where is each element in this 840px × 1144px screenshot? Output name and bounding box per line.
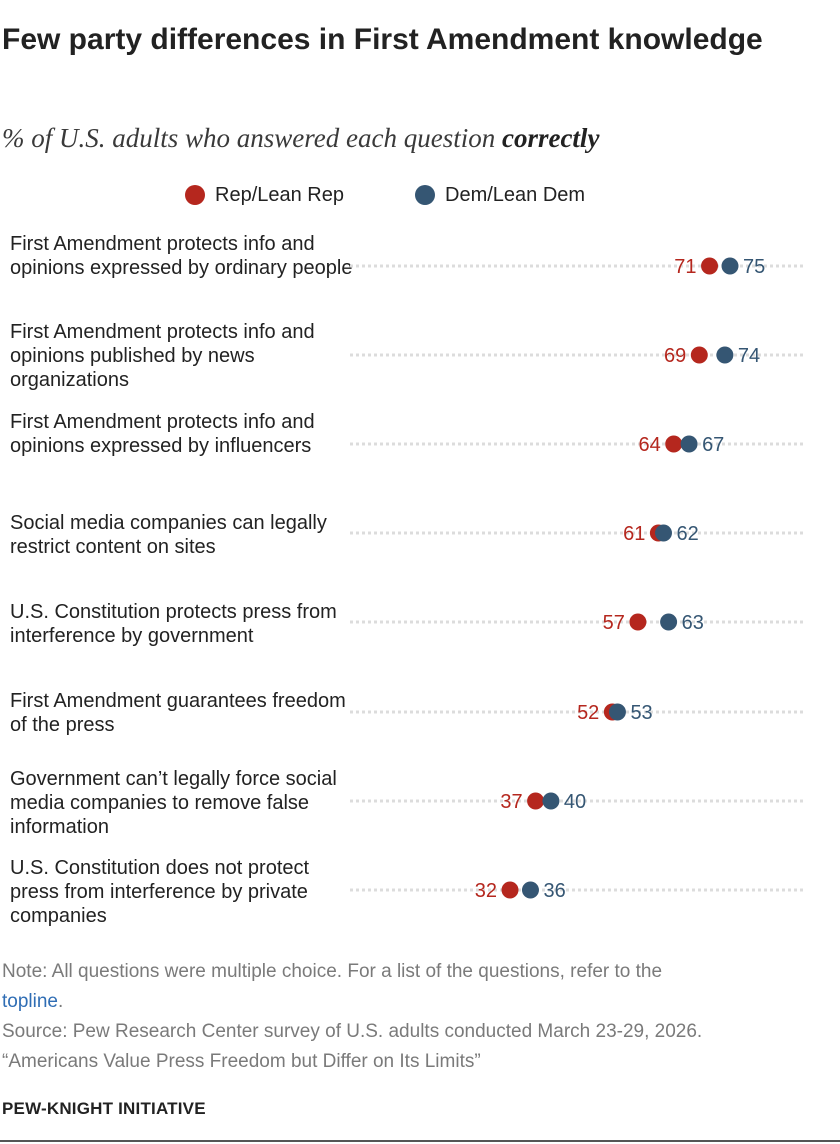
- rep-value-1: 69: [664, 345, 686, 367]
- rep-dot-7: [501, 881, 519, 899]
- rep-dot-2: [665, 435, 683, 453]
- legend-label-rep: Rep/Lean Rep: [215, 183, 344, 206]
- chart-title: Few party differences in First Amendment…: [2, 23, 763, 56]
- dem-dot-6: [542, 792, 560, 810]
- row-label-freedom-of-press: First Amendment guarantees freedom of th…: [10, 690, 346, 736]
- rep-value-4: 57: [603, 612, 625, 634]
- dem-dot-7: [521, 881, 539, 899]
- rep-dot-6: [527, 792, 545, 810]
- note: Note: All questions were multiple choice…: [2, 957, 838, 1017]
- row-label-false-information: Government can’t legally force social me…: [10, 768, 337, 838]
- row-label-private-companies: U.S. Constitution does not protect press…: [10, 857, 310, 927]
- row-label-government-interference: U.S. Constitution protects press from in…: [10, 601, 337, 647]
- rep-value-5: 52: [577, 702, 599, 724]
- dem-value-7: 36: [543, 880, 565, 902]
- chart-subtitle: % of U.S. adults who answered each quest…: [2, 120, 822, 156]
- row-label-news-organizations: First Amendment protects info and opinio…: [10, 321, 315, 391]
- rep-dot-0: [701, 257, 719, 275]
- legend: Rep/Lean Rep Dem/Lean Dem: [0, 180, 840, 210]
- bottom-rule: [0, 1140, 840, 1142]
- dem-dot-3: [654, 524, 672, 542]
- row-label-influencers: First Amendment protects info and opinio…: [10, 411, 315, 457]
- rep-value-3: 61: [623, 523, 645, 545]
- dem-dot-0: [721, 257, 739, 275]
- dem-value-4: 63: [682, 612, 704, 634]
- rep-value-6: 37: [500, 791, 522, 813]
- dem-dot-1: [716, 346, 734, 364]
- subtitle-text: % of U.S. adults who answered each quest…: [2, 123, 502, 153]
- legend-item-rep: Rep/Lean Rep: [185, 180, 344, 210]
- note-suffix: .: [58, 991, 64, 1012]
- dem-value-6: 40: [564, 791, 586, 813]
- dem-dot-2: [680, 435, 698, 453]
- rep-dot-1: [690, 346, 708, 364]
- dem-value-3: 62: [676, 523, 698, 545]
- topline-link[interactable]: topline: [2, 991, 58, 1012]
- dem-value-2: 67: [702, 434, 724, 456]
- brand-label: PEW-KNIGHT INITIATIVE: [2, 1099, 206, 1118]
- rep-value-2: 64: [638, 434, 660, 456]
- row-label-social-media-restrict: Social media companies can legally restr…: [10, 512, 327, 558]
- dem-dot-4: [660, 613, 678, 631]
- rep-value-0: 71: [674, 256, 696, 278]
- note-text: Note: All questions were multiple choice…: [2, 961, 663, 982]
- report-title: “Americans Value Press Freedom but Diffe…: [2, 1051, 481, 1072]
- legend-dot-dem-icon: [415, 185, 435, 205]
- dem-value-0: 75: [743, 256, 765, 278]
- source-note: Source: Pew Research Center survey of U.…: [2, 1021, 703, 1042]
- legend-label-dem: Dem/Lean Dem: [445, 183, 586, 206]
- legend-dot-rep-icon: [185, 185, 205, 205]
- rep-dot-4: [629, 613, 647, 631]
- subtitle-emphasis: correctly: [501, 123, 600, 153]
- row-label-ordinary-people: First Amendment protects info and opinio…: [10, 233, 353, 279]
- dem-dot-5: [608, 703, 626, 721]
- dem-value-5: 53: [630, 702, 652, 724]
- dem-value-1: 74: [738, 345, 760, 367]
- legend-item-dem: Dem/Lean Dem: [415, 180, 585, 210]
- rep-value-7: 32: [475, 880, 497, 902]
